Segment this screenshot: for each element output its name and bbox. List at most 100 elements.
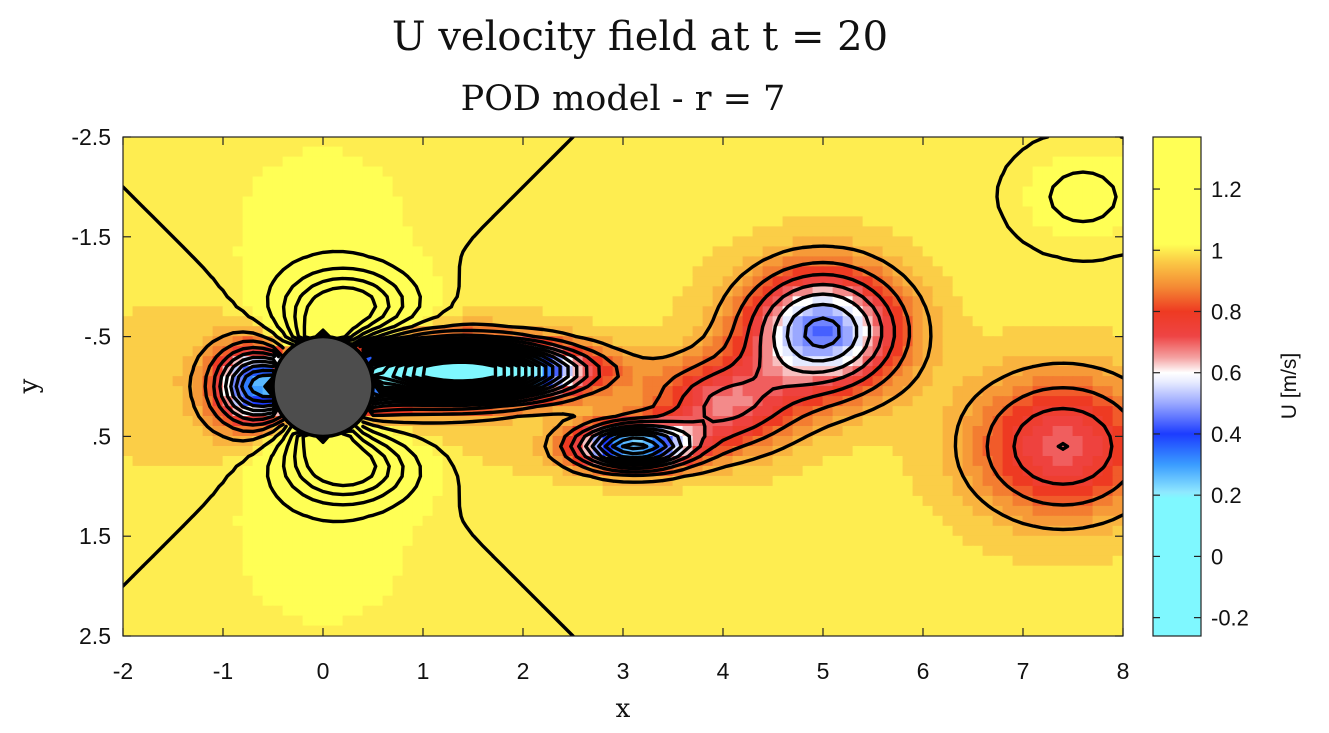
field-cell xyxy=(1112,446,1123,457)
field-cell xyxy=(902,545,914,557)
field-cell xyxy=(382,505,394,517)
field-cell xyxy=(312,166,324,178)
field-cell xyxy=(732,256,744,268)
field-cell xyxy=(712,206,724,218)
field-cell xyxy=(762,595,774,607)
field-cell xyxy=(952,475,964,487)
field-cell xyxy=(702,316,714,327)
field-cell xyxy=(412,426,424,437)
field-cell xyxy=(152,356,164,367)
field-cell xyxy=(432,605,444,617)
field-cell xyxy=(972,575,984,587)
field-cell xyxy=(782,186,794,198)
field-cell xyxy=(582,266,594,278)
field-cell xyxy=(812,515,824,527)
field-cell xyxy=(412,595,424,607)
field-cell xyxy=(782,446,794,457)
field-cell xyxy=(1102,595,1114,607)
field-cell xyxy=(402,605,414,617)
field-cell xyxy=(912,276,924,288)
field-cell xyxy=(752,137,764,148)
field-cell xyxy=(472,475,484,487)
field-cell xyxy=(1052,416,1064,427)
field-cell xyxy=(1092,456,1104,467)
field-cell xyxy=(242,475,254,487)
field-cell xyxy=(672,206,684,218)
field-cell xyxy=(712,226,724,238)
field-cell xyxy=(1022,196,1034,208)
field-cell xyxy=(512,286,524,298)
field-cell xyxy=(262,196,274,208)
field-cell xyxy=(982,256,994,268)
field-cell xyxy=(442,475,454,487)
field-cell xyxy=(942,535,954,547)
field-cell xyxy=(1002,525,1014,537)
field-cell xyxy=(762,436,774,447)
field-cell xyxy=(602,565,614,577)
field-cell xyxy=(132,386,144,397)
field-cell xyxy=(442,166,454,178)
field-cell xyxy=(612,525,624,537)
field-cell xyxy=(332,565,344,577)
field-cell xyxy=(722,575,734,587)
field-cell xyxy=(952,605,964,617)
field-cell xyxy=(982,416,994,427)
field-cell xyxy=(192,386,204,397)
field-cell xyxy=(172,366,184,377)
field-cell xyxy=(422,585,434,597)
field-cell xyxy=(382,525,394,537)
field-cell xyxy=(352,166,364,178)
field-cell xyxy=(652,346,664,357)
field-cell xyxy=(992,426,1004,437)
field-cell xyxy=(642,296,654,308)
field-cell xyxy=(922,296,934,308)
field-cell xyxy=(302,515,314,527)
field-cell xyxy=(1072,465,1084,477)
field-cell xyxy=(322,545,334,557)
field-cell xyxy=(842,356,854,367)
field-cell xyxy=(182,326,194,337)
field-cell xyxy=(392,615,404,627)
field-cell xyxy=(222,575,234,587)
field-cell xyxy=(462,296,474,308)
field-cell xyxy=(962,296,974,308)
field-cell xyxy=(342,316,354,327)
field-cell xyxy=(672,137,684,148)
field-cell xyxy=(872,495,884,507)
field-cell xyxy=(892,176,904,188)
field-cell xyxy=(322,176,334,188)
field-cell xyxy=(1022,585,1034,597)
field-cell xyxy=(872,216,884,228)
field-cell xyxy=(932,386,944,397)
field-cell xyxy=(692,446,704,457)
field-cell xyxy=(662,555,674,567)
field-cell xyxy=(1112,336,1123,347)
field-cell xyxy=(332,436,344,447)
field-cell xyxy=(632,446,644,457)
field-cell xyxy=(622,505,634,517)
field-cell xyxy=(912,196,924,208)
field-cell xyxy=(132,336,144,347)
field-cell xyxy=(282,216,294,228)
field-cell xyxy=(962,615,974,627)
field-cell xyxy=(572,216,584,228)
field-cell xyxy=(162,286,174,298)
field-cell xyxy=(852,575,864,587)
field-cell xyxy=(272,156,284,168)
field-cell xyxy=(452,176,464,188)
field-cell xyxy=(202,206,214,218)
field-cell xyxy=(582,575,594,587)
field-cell xyxy=(1102,336,1114,347)
field-cell xyxy=(892,446,904,457)
field-cell xyxy=(902,585,914,597)
field-cell xyxy=(132,446,144,457)
field-cell xyxy=(172,306,184,318)
field-cell xyxy=(292,186,304,198)
field-cell xyxy=(292,196,304,208)
field-cell xyxy=(592,495,604,507)
field-cell xyxy=(152,326,164,337)
field-cell xyxy=(1082,525,1094,537)
field-cell xyxy=(352,156,364,168)
field-cell xyxy=(472,306,484,318)
field-cell xyxy=(282,575,294,587)
